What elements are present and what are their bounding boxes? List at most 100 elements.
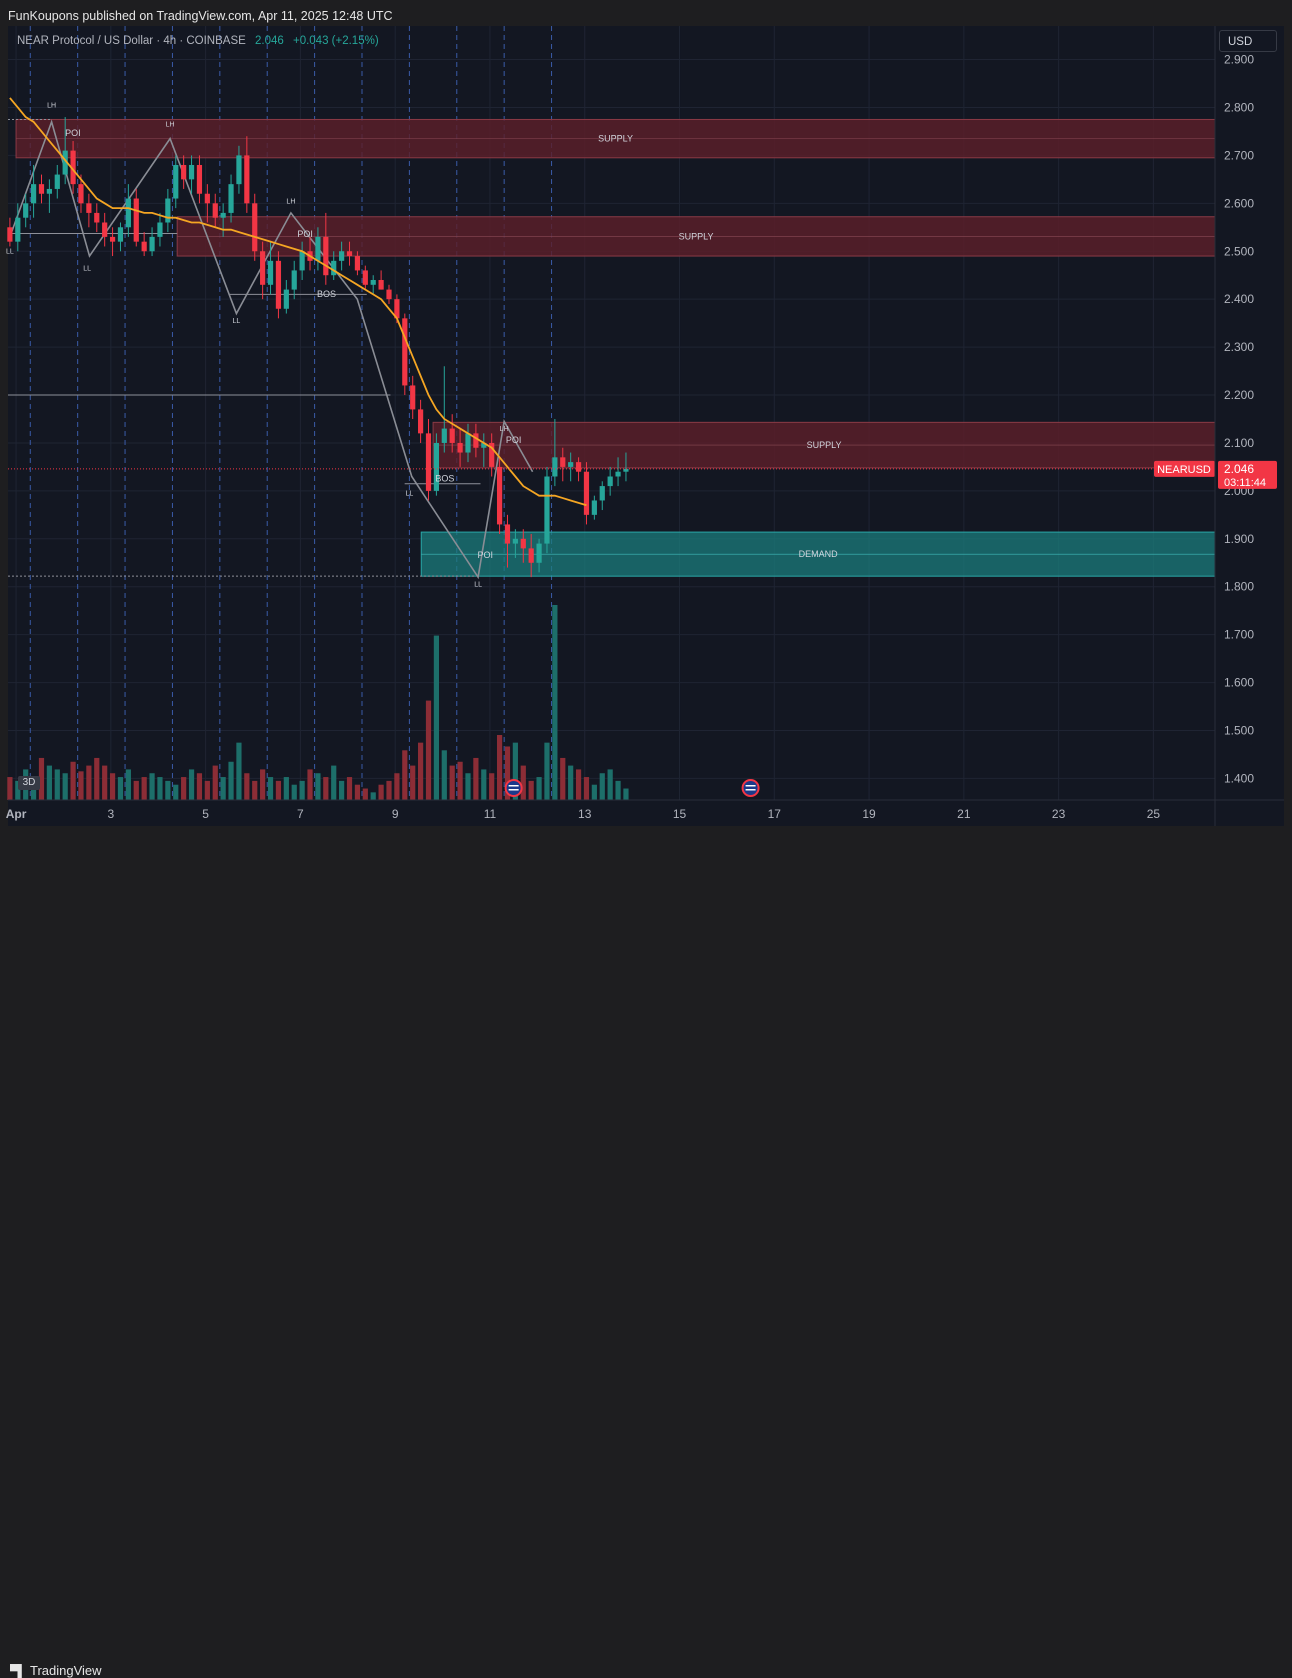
tradingview-brand: TradingView [30,1663,102,1678]
y-tick-label: 2.400 [1224,292,1254,306]
candle-body [331,260,337,276]
volume-bar [528,780,534,800]
x-tick-label: 15 [673,807,687,821]
volume-bar [520,765,526,800]
currency-button[interactable]: USD [1219,30,1277,52]
candle-body [354,256,361,271]
candle-body [615,471,621,477]
symbol-last-price: 2.046 [255,35,284,47]
y-tick-label: 2.500 [1224,244,1254,258]
volume-bar [260,769,266,800]
volume-bar [544,742,550,800]
candle-body [323,236,329,276]
volume-bar [591,784,597,800]
candle-body [196,164,203,194]
candle-body [339,251,345,261]
countdown-tag: 03:11:44 [1224,477,1266,489]
structure-label: LL [233,318,241,325]
volume-bar [568,765,574,800]
structure-label: LL [405,491,413,498]
y-tick-label: 2.800 [1224,100,1254,114]
x-tick-label: 19 [862,807,876,821]
zone-label: SUPPLY [807,440,842,450]
price-chart[interactable]: 2.900 2.800 2.700 2.600 2.500 2.400 2.300 2.200… [0,0,1292,859]
volume-bar [560,757,566,800]
candle-body [481,442,487,448]
volume-bar [78,771,84,800]
structure-label: BOS [317,289,336,299]
volume-bar [212,765,218,800]
us-flag-event-icon [504,779,523,797]
structure-label: POI [297,229,313,239]
volume-bar [386,780,392,800]
volume-bar [465,773,471,800]
candle-body [560,457,566,467]
candle-body [418,409,424,434]
candle-body [283,289,289,309]
candle-body [623,468,629,472]
x-tick-label: 9 [392,807,399,821]
volume-bar [267,777,274,800]
candle-body [260,251,266,285]
volume-bar [362,788,368,800]
volume-bar [188,769,195,800]
candle-body [78,184,84,204]
symbol-change: +0.043 (+2.15%) [292,35,379,47]
candle-body [441,428,447,443]
volume-bar [15,780,21,800]
y-tick-label: 1.600 [1224,676,1254,690]
candle-body [220,212,226,218]
volume-bar [109,773,116,800]
volume-bar [418,742,424,800]
candle-body [370,280,376,285]
volume-bar [30,784,37,800]
published-caption: FunKoupons published on TradingView.com,… [8,9,393,23]
volume-bar [489,773,495,800]
candle-body [552,457,558,477]
candle-body [544,476,550,544]
footer: ▀▌ TradingView [0,828,1292,1678]
volume-bar [102,765,108,800]
volume-bar [370,792,376,800]
volume-bar [536,777,542,800]
symbol-legend[interactable]: NEAR Protocol / US Dollar · 4h · COINBAS… [17,35,379,47]
volume-bar [425,700,432,800]
price-tag-bg [1218,460,1277,489]
candle-body [575,462,582,472]
volume-bar [441,750,447,800]
candle-body [528,548,534,563]
candle-body [568,462,574,467]
candle-body [117,227,124,242]
candle-body [23,203,29,218]
candle-body [457,442,463,453]
us-flag-event-icon [741,779,760,797]
y-tick-label: 2.900 [1224,53,1254,67]
y-tick-label: 1.400 [1224,771,1254,785]
candle-body [165,198,171,223]
volume-bar [346,777,353,800]
candle-body [181,164,187,180]
candle-body [62,150,68,175]
candle-body [46,188,52,194]
candle-body [449,428,455,443]
candle-body [94,212,100,223]
zone-label: DEMAND [799,549,839,559]
price-tag: 2.046 [1224,462,1254,476]
y-tick-label: 1.700 [1224,628,1254,642]
tradingview-logo[interactable]: ▀▌ TradingView [10,1663,102,1678]
structure-label: POI [506,435,522,445]
volume-bar [449,765,455,800]
volume-bar [86,765,92,800]
volume-bar [402,750,408,800]
volume-3d-badge[interactable]: 3D [18,776,40,790]
volume-bar [496,735,503,800]
candle-body [378,280,384,290]
candle-body [386,289,392,300]
y-tick-label: 2.200 [1224,388,1254,402]
x-tick-label: 23 [1052,807,1066,821]
tradingview-mark-icon: ▀▌ [10,1663,26,1678]
volume-bar [339,780,345,800]
candle-body [212,203,218,218]
y-tick-label: 2.700 [1224,148,1254,162]
structure-label: POI [65,128,81,138]
